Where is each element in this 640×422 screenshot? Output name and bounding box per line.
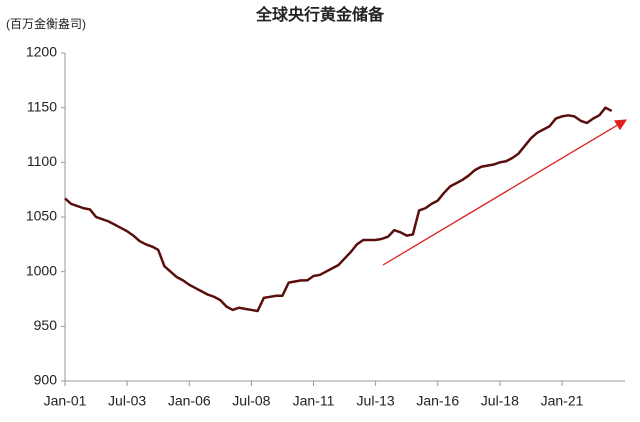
data-line [64, 106, 613, 313]
x-tick-label: Jan-06 [168, 393, 211, 409]
x-tick-label: Jul-03 [108, 393, 146, 409]
x-tick-label: Jul-08 [232, 393, 270, 409]
x-tick-label: Jan-01 [44, 393, 87, 409]
y-axis-label: (百万金衡盎司) [6, 16, 86, 31]
x-tick-label: Jan-16 [416, 393, 459, 409]
chart-title: 全球央行黄金储备 [255, 5, 385, 24]
y-tick-label: 1100 [27, 153, 57, 169]
y-tick-label: 950 [34, 317, 58, 333]
y-tick-label: 1050 [26, 208, 57, 224]
x-tick-label: Jul-18 [481, 393, 519, 409]
y-tick-label: 1150 [27, 98, 57, 114]
x-tick-label: Jan-11 [293, 393, 335, 409]
x-tick-label: Jan-21 [541, 393, 584, 409]
x-tick-label: Jul-13 [357, 393, 395, 409]
y-tick-label: 1000 [26, 262, 57, 278]
y-tick-label: 900 [34, 372, 58, 388]
y-tick-label: 1200 [26, 44, 57, 60]
trend-arrow [382, 119, 628, 266]
